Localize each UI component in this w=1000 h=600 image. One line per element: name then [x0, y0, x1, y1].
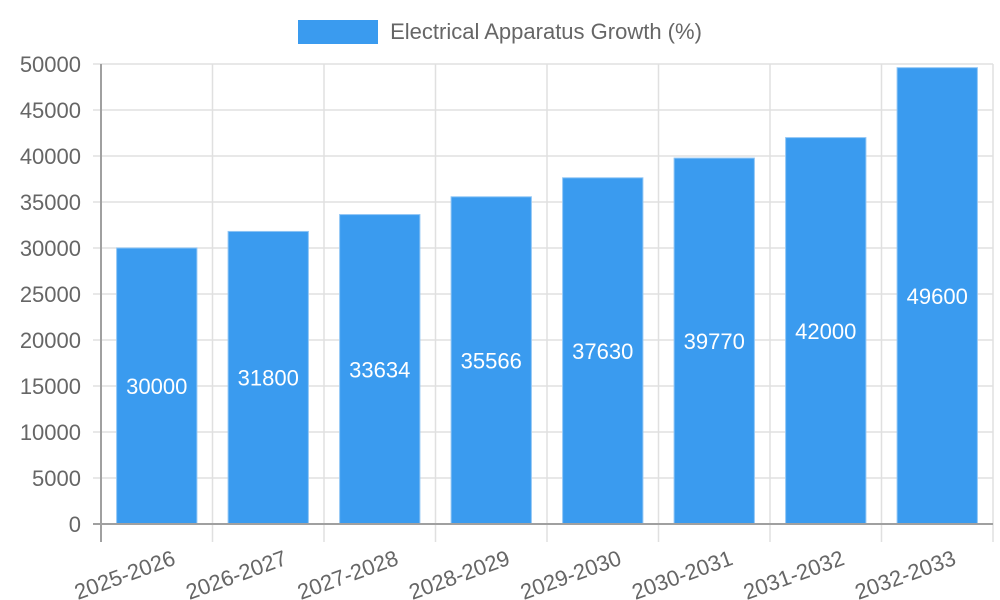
- y-tick-label: 40000: [20, 144, 81, 169]
- chart-legend[interactable]: Electrical Apparatus Growth (%): [0, 18, 1000, 46]
- y-tick-label: 0: [69, 512, 81, 537]
- y-tick-label: 35000: [20, 190, 81, 215]
- x-tick-label: 2027-2028: [294, 545, 401, 600]
- legend-label: Electrical Apparatus Growth (%): [390, 19, 702, 44]
- legend-swatch: [298, 20, 379, 44]
- axes: [93, 64, 993, 542]
- x-tick-label: 2025-2026: [71, 545, 178, 600]
- bar[interactable]: [673, 157, 755, 525]
- y-tick-label: 30000: [20, 236, 81, 261]
- bar-value-label: 37630: [572, 339, 633, 364]
- bar-value-labels: 30000 31800 33634 35566 37630 39770 42000 49600: [126, 284, 968, 399]
- x-tick-label: 2029-2030: [517, 545, 624, 600]
- bar-value-label: 42000: [795, 319, 856, 344]
- x-tick-label: 2031-2032: [740, 545, 847, 600]
- y-tick-label: 20000: [20, 328, 81, 353]
- y-tick-label: 25000: [20, 282, 81, 307]
- y-tick-label: 5000: [32, 466, 81, 491]
- y-tick-label: 10000: [20, 420, 81, 445]
- y-axis-ticks: 0 5000 10000 15000 20000 25000 30000 35000 40000…: [20, 52, 81, 537]
- y-tick-label: 15000: [20, 374, 81, 399]
- bar[interactable]: [896, 67, 978, 525]
- x-tick-label: 2032-2033: [852, 545, 959, 600]
- x-tick-label: 2030-2031: [629, 545, 736, 600]
- bar-value-label: 39770: [684, 329, 745, 354]
- y-tick-label: 45000: [20, 98, 81, 123]
- y-tick-label: 50000: [20, 52, 81, 77]
- x-axis-ticks: 2025-2026 2026-2027 2027-2028 2028-2029 2029…: [71, 545, 959, 600]
- x-tick-label: 2026-2027: [183, 545, 290, 600]
- bar-value-label: 49600: [907, 284, 968, 309]
- x-tick-label: 2028-2029: [406, 545, 513, 600]
- bar-value-label: 35566: [461, 348, 522, 373]
- bar-value-label: 33634: [349, 357, 410, 382]
- bar[interactable]: [450, 196, 532, 525]
- bar[interactable]: [562, 177, 644, 525]
- bar-value-label: 31800: [238, 366, 299, 391]
- bar[interactable]: [785, 137, 867, 525]
- bar[interactable]: [227, 230, 309, 525]
- bar-value-label: 30000: [126, 374, 187, 399]
- bars: [116, 67, 978, 525]
